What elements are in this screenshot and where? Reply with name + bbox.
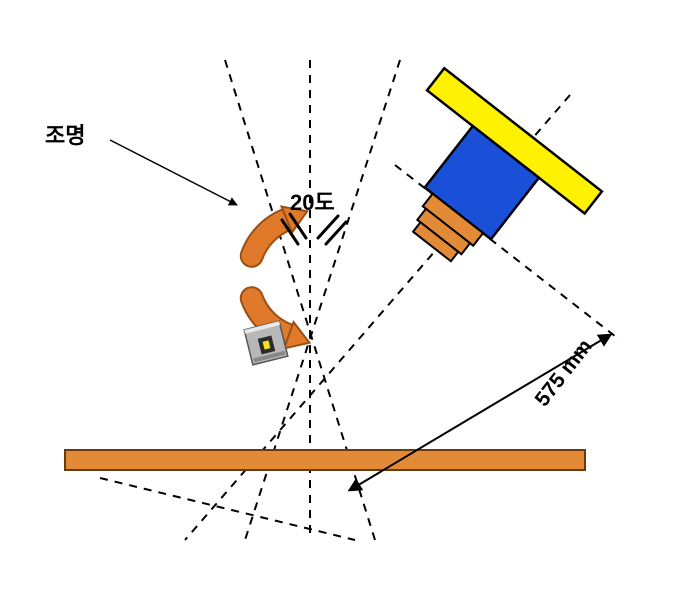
diagram-svg	[0, 0, 674, 604]
sensor-icon	[244, 321, 288, 365]
surface-bar	[65, 450, 585, 470]
diagram-stage: 조명 20도 575 mm	[0, 0, 674, 604]
camera-icon	[353, 68, 602, 308]
lighting-leader-line	[110, 140, 237, 205]
lighting-label: 조명	[45, 118, 85, 150]
angle-label: 20도	[290, 185, 335, 217]
